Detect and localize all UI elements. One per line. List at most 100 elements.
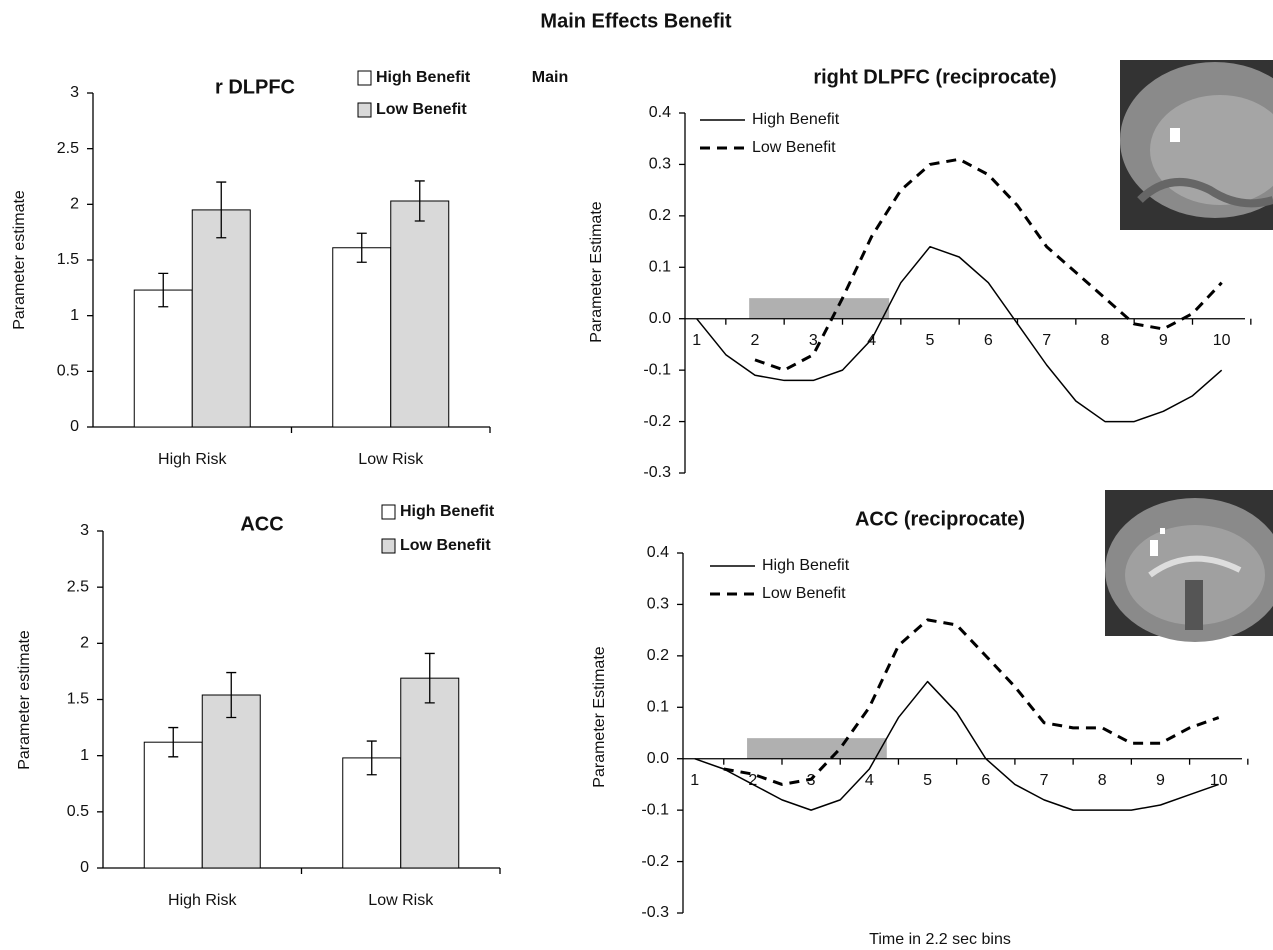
brain-image <box>1120 60 1273 230</box>
error-bar <box>216 181 227 239</box>
x-tick-label: 2 <box>748 772 757 789</box>
y-tick-label: -0.3 <box>641 904 669 921</box>
shaded-region <box>747 738 887 759</box>
x-tick-label: Low Risk <box>358 451 424 468</box>
x-tick-label: 9 <box>1159 332 1168 349</box>
y-tick-label: 0.2 <box>647 647 669 664</box>
legend-swatch <box>357 70 372 86</box>
bar <box>201 694 261 869</box>
x-tick-label: 6 <box>984 332 993 349</box>
y-tick-label: 2.5 <box>57 140 79 157</box>
y-tick-label: 1.5 <box>67 691 89 708</box>
line-series <box>723 618 1220 786</box>
y-tick-label: 1 <box>80 747 89 764</box>
chart-title: ACC <box>240 513 283 535</box>
x-tick-label: 10 <box>1210 772 1228 789</box>
chart-title: right DLPFC (reciprocate) <box>813 66 1056 88</box>
error-bar <box>414 180 425 222</box>
x-tick-label: 6 <box>981 772 990 789</box>
y-tick-label: 3 <box>80 522 89 539</box>
y-axis-label: Parameter Estimate <box>588 201 605 342</box>
y-tick-label: 2 <box>80 635 89 652</box>
bar <box>332 247 392 428</box>
y-tick-label: -0.2 <box>643 413 671 430</box>
y-tick-label: -0.2 <box>641 853 669 870</box>
x-tick-label: 4 <box>865 772 874 789</box>
y-tick-label: -0.1 <box>643 361 671 378</box>
y-tick-label: 0.3 <box>649 156 671 173</box>
y-tick-label: 0.2 <box>649 207 671 224</box>
y-tick-label: 2.5 <box>67 578 89 595</box>
legend-label: High Benefit <box>762 557 850 574</box>
x-tick-label: 4 <box>867 332 876 349</box>
x-tick-label: 5 <box>926 332 935 349</box>
x-tick-label: High Risk <box>168 892 237 909</box>
x-tick-label: High Risk <box>158 451 227 468</box>
x-tick-label: 8 <box>1101 332 1110 349</box>
error-bar <box>366 740 377 776</box>
legend-swatch <box>357 102 372 118</box>
brain-image <box>1105 490 1273 642</box>
x-tick-label: 2 <box>751 332 760 349</box>
bar <box>133 289 193 428</box>
legend-label: High Benefit <box>752 111 840 128</box>
y-tick-label: 0.1 <box>647 699 669 716</box>
chart-title: ACC (reciprocate) <box>855 508 1025 530</box>
y-tick-label: 0.5 <box>57 363 79 380</box>
y-axis-label: Parameter estimate <box>11 190 28 330</box>
line-series <box>696 245 1223 423</box>
line-series <box>694 680 1219 811</box>
error-bar <box>356 232 367 263</box>
x-tick-label: 8 <box>1098 772 1107 789</box>
x-tick-label: 7 <box>1040 772 1049 789</box>
x-tick-label: 1 <box>690 772 699 789</box>
y-axis-label: Parameter Estimate <box>591 646 608 787</box>
x-tick-label: 7 <box>1042 332 1051 349</box>
x-tick-label: 5 <box>923 772 932 789</box>
x-axis-label: Time in 2.2 sec bins <box>869 931 1011 948</box>
annotation: Main <box>532 69 568 86</box>
legend-swatch <box>381 504 396 520</box>
line-series <box>754 157 1223 372</box>
x-tick-label: Low Risk <box>368 892 434 909</box>
y-tick-label: 3 <box>70 84 79 101</box>
legend-swatch <box>381 538 396 554</box>
y-tick-label: 2 <box>70 196 79 213</box>
legend-label: High Benefit <box>400 503 495 520</box>
y-tick-label: 0 <box>70 418 79 435</box>
y-tick-label: 1.5 <box>57 251 79 268</box>
figure-title: Main Effects Benefit <box>540 10 731 32</box>
error-bar <box>424 652 435 704</box>
error-bar <box>226 671 237 719</box>
chart-title: r DLPFC <box>215 76 295 98</box>
y-tick-label: 0.4 <box>647 544 669 561</box>
bar <box>400 677 460 869</box>
x-tick-label: 3 <box>809 332 818 349</box>
y-tick-label: 0.0 <box>647 750 669 767</box>
y-tick-label: 0.0 <box>649 310 671 327</box>
bar <box>191 209 251 428</box>
bar <box>143 741 203 869</box>
y-tick-label: 0.5 <box>67 803 89 820</box>
legend-label: Low Benefit <box>376 101 467 118</box>
error-bar <box>158 272 169 308</box>
y-axis-label: Parameter estimate <box>16 630 33 770</box>
shaded-region <box>749 298 890 319</box>
y-tick-label: -0.3 <box>643 464 671 481</box>
x-tick-label: 9 <box>1156 772 1165 789</box>
y-tick-label: -0.1 <box>641 801 669 818</box>
bar <box>390 200 450 428</box>
y-tick-label: 0.1 <box>649 259 671 276</box>
error-bar <box>168 726 179 758</box>
legend-label: Low Benefit <box>400 537 491 554</box>
y-tick-label: 1 <box>70 307 79 324</box>
legend-label: Low Benefit <box>752 139 836 156</box>
y-tick-label: 0 <box>80 859 89 876</box>
x-tick-label: 1 <box>692 332 701 349</box>
y-tick-label: 0.4 <box>649 104 671 121</box>
legend-label: High Benefit <box>376 69 471 86</box>
legend-label: Low Benefit <box>762 585 846 602</box>
y-tick-label: 0.3 <box>647 596 669 613</box>
x-tick-label: 10 <box>1213 332 1231 349</box>
